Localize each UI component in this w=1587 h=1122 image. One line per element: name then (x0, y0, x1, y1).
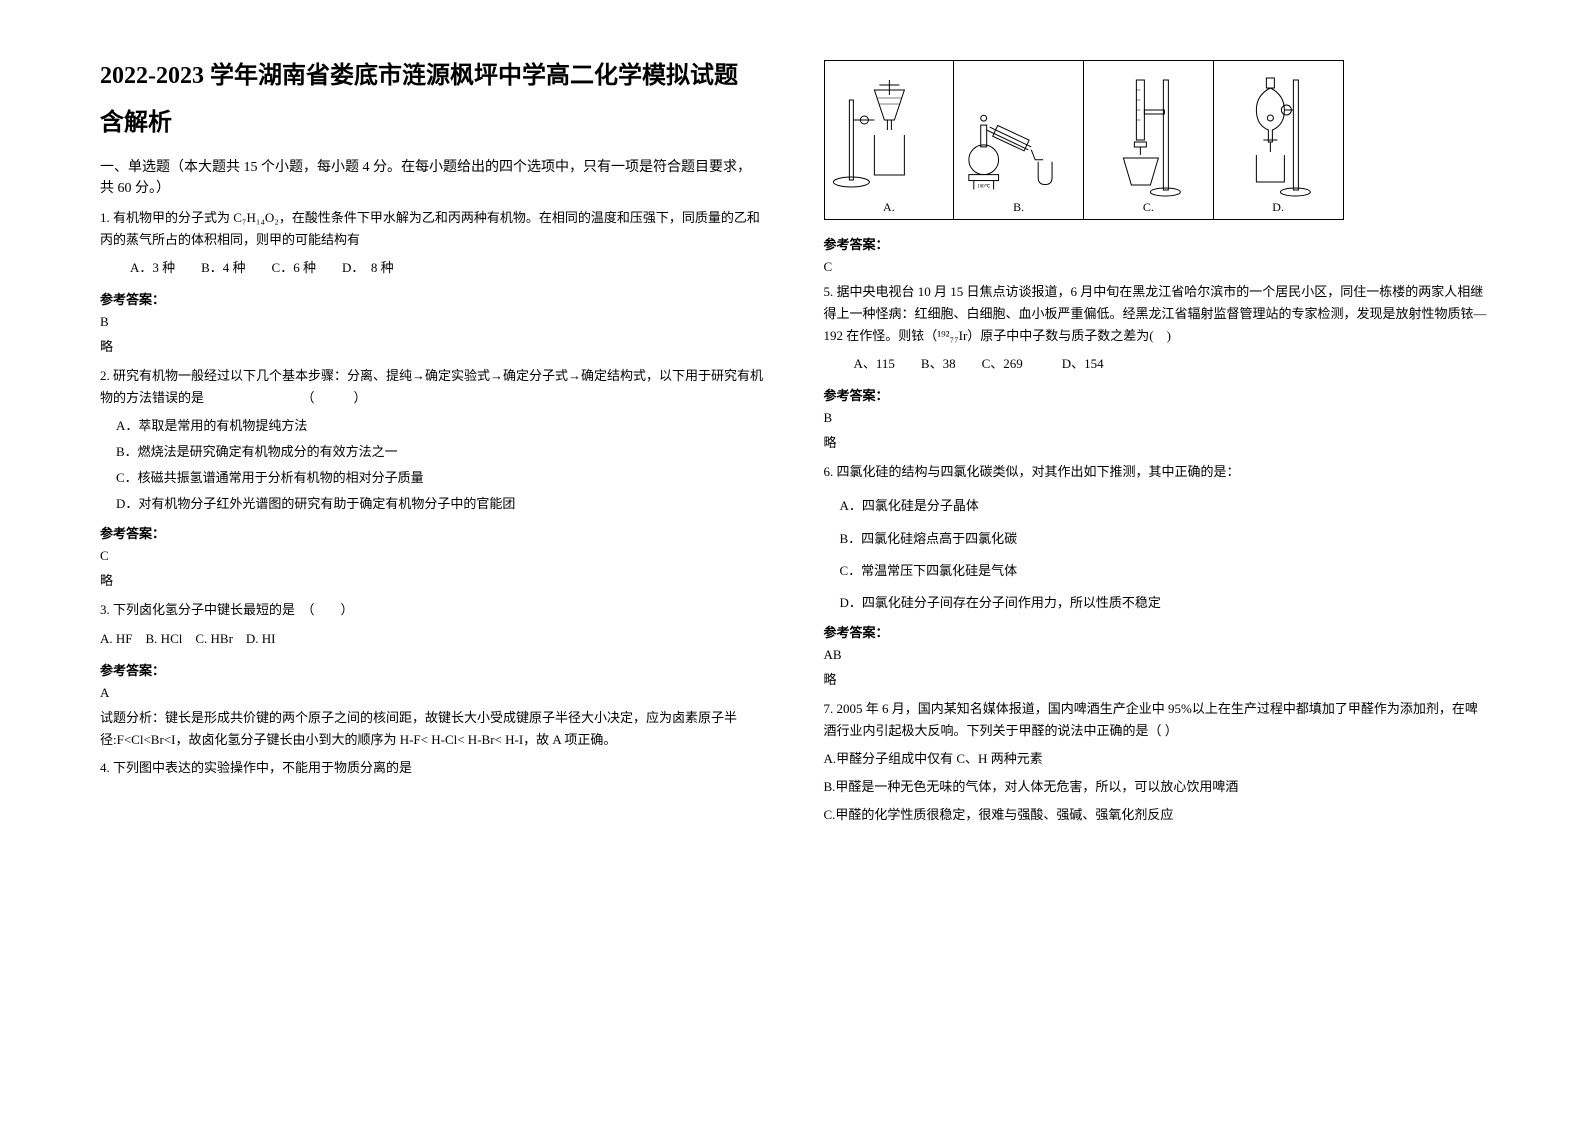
q2-optA: A．萃取是常用的有机物提纯方法 (116, 415, 764, 437)
q2-text: 2. 研究有机物一般经过以下几个基本步骤：分离、提纯→确定实验式→确定分子式→确… (100, 365, 764, 409)
filtration-apparatus-icon (825, 70, 954, 200)
q2-optD: D．对有机物分子红外光谱图的研究有助于确定有机物分子中的官能团 (116, 493, 764, 515)
q5-note: 略 (824, 432, 1488, 451)
diagram-d: D. (1214, 61, 1343, 219)
distillation-apparatus-icon: 100℃ (954, 70, 1083, 200)
q1-answer: B (100, 314, 764, 330)
q2-answer-label: 参考答案： (100, 523, 764, 542)
diagram-b: 100℃ B. (954, 61, 1084, 219)
q6-optA: A．四氯化硅是分子晶体 (840, 495, 1488, 517)
q6-answer: AB (824, 647, 1488, 663)
q6-optD: D．四氯化硅分子间存在分子间作用力，所以性质不稳定 (840, 592, 1488, 614)
left-column: 2022-2023 学年湖南省娄底市涟源枫坪中学高二化学模拟试题 含解析 一、单… (100, 60, 764, 1062)
q5-answer: B (824, 410, 1488, 426)
q3-answer: A (100, 685, 764, 701)
q2-optB: B．燃烧法是研究确定有机物成分的有效方法之一 (116, 441, 764, 463)
diagram-c-label: C. (1143, 200, 1154, 215)
q4-answer-label: 参考答案： (824, 234, 1488, 253)
q1-options: A．3 种 B．4 种 C．6 种 D． 8 种 (130, 257, 764, 279)
q6-optB: B．四氯化硅熔点高于四氯化碳 (840, 528, 1488, 550)
q2-optC: C．核磁共振氢谱通常用于分析有机物的相对分子质量 (116, 467, 764, 489)
q3-explanation: 试题分析：键长是形成共价键的两个原子之间的核间距，故键长大小受成键原子半径大小决… (100, 707, 764, 751)
titration-apparatus-icon (1084, 70, 1213, 200)
q1-answer-label: 参考答案： (100, 289, 764, 308)
q1-note: 略 (100, 336, 764, 355)
q7-optA: A.甲醛分子组成中仅有 C、H 两种元素 (824, 748, 1488, 770)
q6-note: 略 (824, 669, 1488, 688)
q6-optC: C．常温常压下四氯化硅是气体 (840, 560, 1488, 582)
right-column: A. 100℃ B. (824, 60, 1488, 1062)
diagram-a-label: A. (883, 200, 895, 215)
q7-optC: C.甲醛的化学性质很稳定，很难与强酸、强碱、强氧化剂反应 (824, 804, 1488, 826)
q3-text: 3. 下列卤化氢分子中键长最短的是 （ ） (100, 599, 764, 621)
diagram-a: A. (825, 61, 955, 219)
q4-diagrams: A. 100℃ B. (824, 60, 1344, 220)
q7-text: 7. 2005 年 6 月，国内某知名媒体报道，国内啤酒生产企业中 95%以上在… (824, 698, 1488, 742)
q2-answer: C (100, 548, 764, 564)
svg-text:100℃: 100℃ (977, 183, 990, 189)
q3-options: A. HF B. HCl C. HBr D. HI (100, 628, 764, 650)
diagram-c: C. (1084, 61, 1214, 219)
q4-answer: C (824, 259, 1488, 275)
main-title-line1: 2022-2023 学年湖南省娄底市涟源枫坪中学高二化学模拟试题 (100, 60, 764, 94)
separating-funnel-apparatus-icon (1214, 70, 1343, 200)
q5-options: A、115 B、38 C、269 D、154 (854, 353, 1488, 375)
q3-answer-label: 参考答案： (100, 660, 764, 679)
diagram-d-label: D. (1272, 200, 1284, 215)
q6-text: 6. 四氯化硅的结构与四氯化碳类似，对其作出如下推测，其中正确的是： (824, 461, 1488, 483)
q4-text: 4. 下列图中表达的实验操作中，不能用于物质分离的是 (100, 757, 764, 779)
q2-note: 略 (100, 570, 764, 589)
q5-text: 5. 据中央电视台 10 月 15 日焦点访谈报道，6 月中旬在黑龙江省哈尔滨市… (824, 281, 1488, 347)
diagram-b-label: B. (1013, 200, 1024, 215)
q7-optB: B.甲醛是一种无色无味的气体，对人体无危害，所以，可以放心饮用啤酒 (824, 776, 1488, 798)
section-heading: 一、单选题（本大题共 15 个小题，每小题 4 分。在每小题给出的四个选项中，只… (100, 157, 764, 199)
main-title-line2: 含解析 (100, 102, 764, 137)
q1-text: 1. 有机物甲的分子式为 C₇H₁₄O₂，在酸性条件下甲水解为乙和丙两种有机物。… (100, 207, 764, 251)
q6-answer-label: 参考答案： (824, 622, 1488, 641)
q5-answer-label: 参考答案： (824, 385, 1488, 404)
